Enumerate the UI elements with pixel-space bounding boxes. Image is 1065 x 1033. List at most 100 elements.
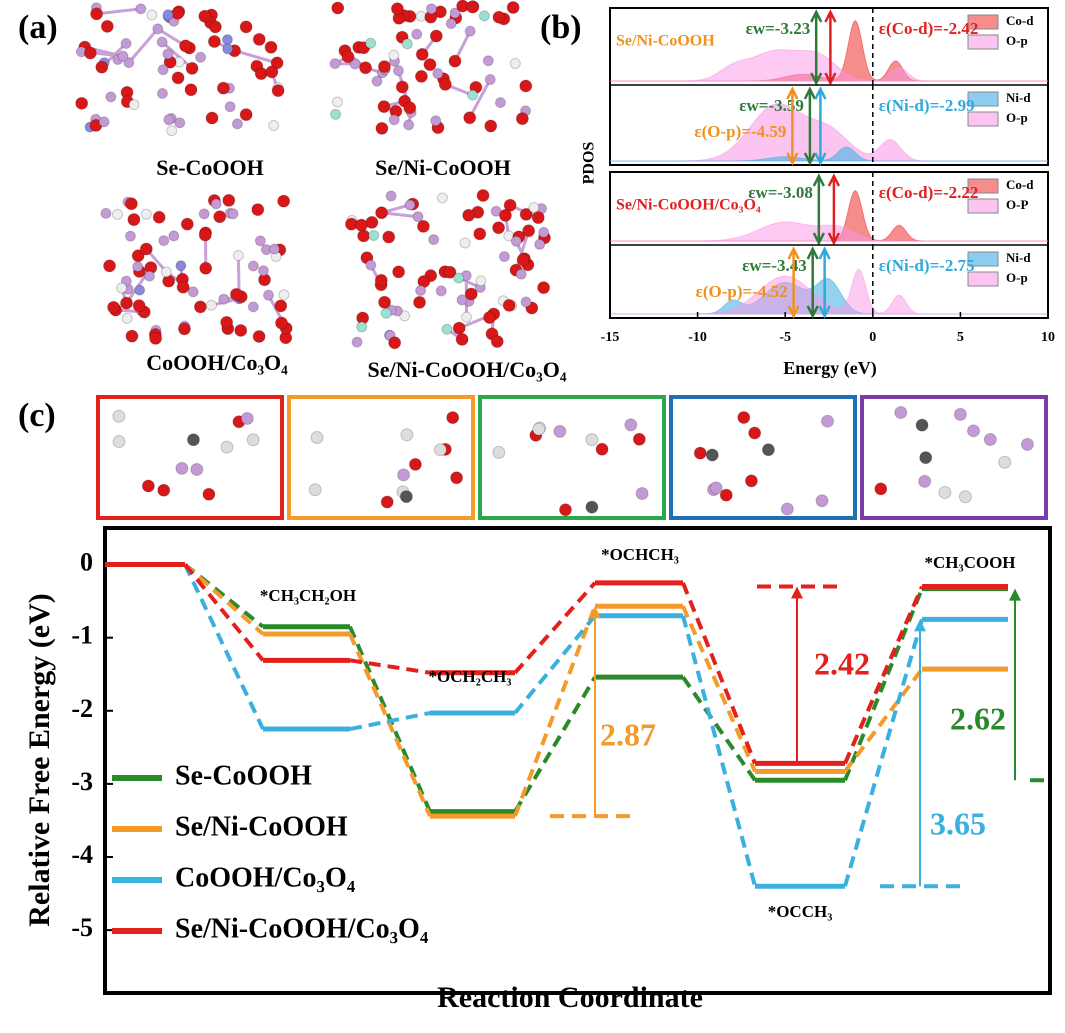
atom (83, 46, 97, 60)
atom (156, 88, 168, 100)
atom (595, 442, 609, 456)
atom (520, 296, 532, 308)
connector (681, 605, 757, 773)
atom (531, 211, 545, 225)
atom (224, 101, 236, 113)
panel-label: (c) (18, 397, 56, 434)
atom (199, 261, 213, 275)
atom (162, 9, 174, 21)
epsilon-label: ε(O-p)=-4.59 (694, 122, 786, 141)
atom (116, 282, 128, 294)
y-tick-label: -3 (71, 767, 93, 796)
atom (412, 211, 424, 223)
atom (264, 40, 278, 54)
atom (438, 77, 452, 91)
pdos-curve (610, 49, 1048, 82)
panel-label: (a) (18, 9, 58, 46)
legend-label: Se/Ni-CoOOH/Co₃O₄ (175, 913, 429, 944)
atom (448, 54, 462, 68)
barrier-label: 2.62 (950, 700, 1006, 736)
atom (492, 10, 506, 24)
atom (375, 206, 389, 220)
atom (149, 331, 163, 345)
atom (452, 321, 466, 335)
structure-label: Se/Ni-CoOOH (375, 155, 511, 180)
atom (124, 230, 136, 242)
epsilon-label: εw=-3.08 (748, 183, 813, 202)
atom (375, 121, 389, 135)
atom (558, 503, 572, 517)
atom (100, 19, 114, 33)
atom (171, 71, 185, 85)
atom (193, 300, 207, 314)
atom (112, 435, 126, 449)
y-axis-label: PDOS (581, 142, 598, 185)
x-tick-label: 10 (1041, 330, 1055, 345)
atom (445, 18, 457, 30)
atom (152, 23, 164, 35)
atom (251, 203, 265, 217)
atom (227, 208, 239, 220)
legend-label: Co-d (1006, 177, 1034, 192)
atom (232, 250, 244, 262)
connector (183, 563, 265, 636)
atom (158, 235, 170, 247)
atom (459, 237, 471, 249)
atom (277, 194, 291, 208)
atom (139, 242, 153, 256)
atom (464, 287, 478, 301)
atom (465, 0, 479, 14)
legend-swatch (967, 271, 999, 287)
atom (271, 84, 285, 98)
atom (229, 287, 243, 301)
atom (915, 418, 929, 432)
atom (425, 3, 437, 15)
bond (127, 27, 159, 64)
atom (498, 208, 512, 222)
atom (403, 119, 415, 131)
arrow-head (786, 86, 799, 166)
atom (443, 265, 457, 279)
atom (275, 316, 289, 330)
bond (234, 49, 278, 65)
atom (953, 407, 967, 421)
atom (132, 299, 146, 313)
atom (403, 101, 417, 115)
atom (268, 243, 280, 255)
atom (498, 251, 510, 263)
atom (179, 39, 193, 53)
atom (359, 61, 373, 75)
atom (231, 118, 243, 130)
atom (998, 455, 1012, 469)
atom (399, 490, 413, 504)
atom (371, 75, 383, 87)
atom (983, 432, 997, 446)
atom (413, 295, 427, 309)
atom (874, 482, 888, 496)
atom (221, 34, 233, 46)
atom (1020, 437, 1034, 451)
arrow-head (812, 173, 825, 246)
connector (348, 633, 432, 817)
atom (624, 418, 638, 432)
arrow-head (814, 86, 827, 166)
y-tick-label: -4 (71, 840, 93, 869)
atom (180, 217, 194, 231)
y-tick-label: -5 (71, 913, 93, 942)
connector (183, 562, 265, 629)
plot-frame (103, 526, 1052, 995)
barrier-label: 2.87 (600, 716, 656, 752)
atom (385, 190, 397, 202)
atom (278, 289, 290, 301)
atom (127, 213, 141, 227)
step-label: *CH₃CH₂OH (260, 586, 356, 605)
atom (105, 91, 117, 103)
x-tick-label: -10 (688, 330, 707, 345)
bond (468, 78, 492, 119)
atom (441, 323, 453, 335)
pdos-frame (609, 7, 1049, 166)
atom (349, 58, 361, 70)
atom (185, 61, 199, 75)
epsilon-label: ε(Ni-d)=-2.75 (879, 256, 975, 275)
